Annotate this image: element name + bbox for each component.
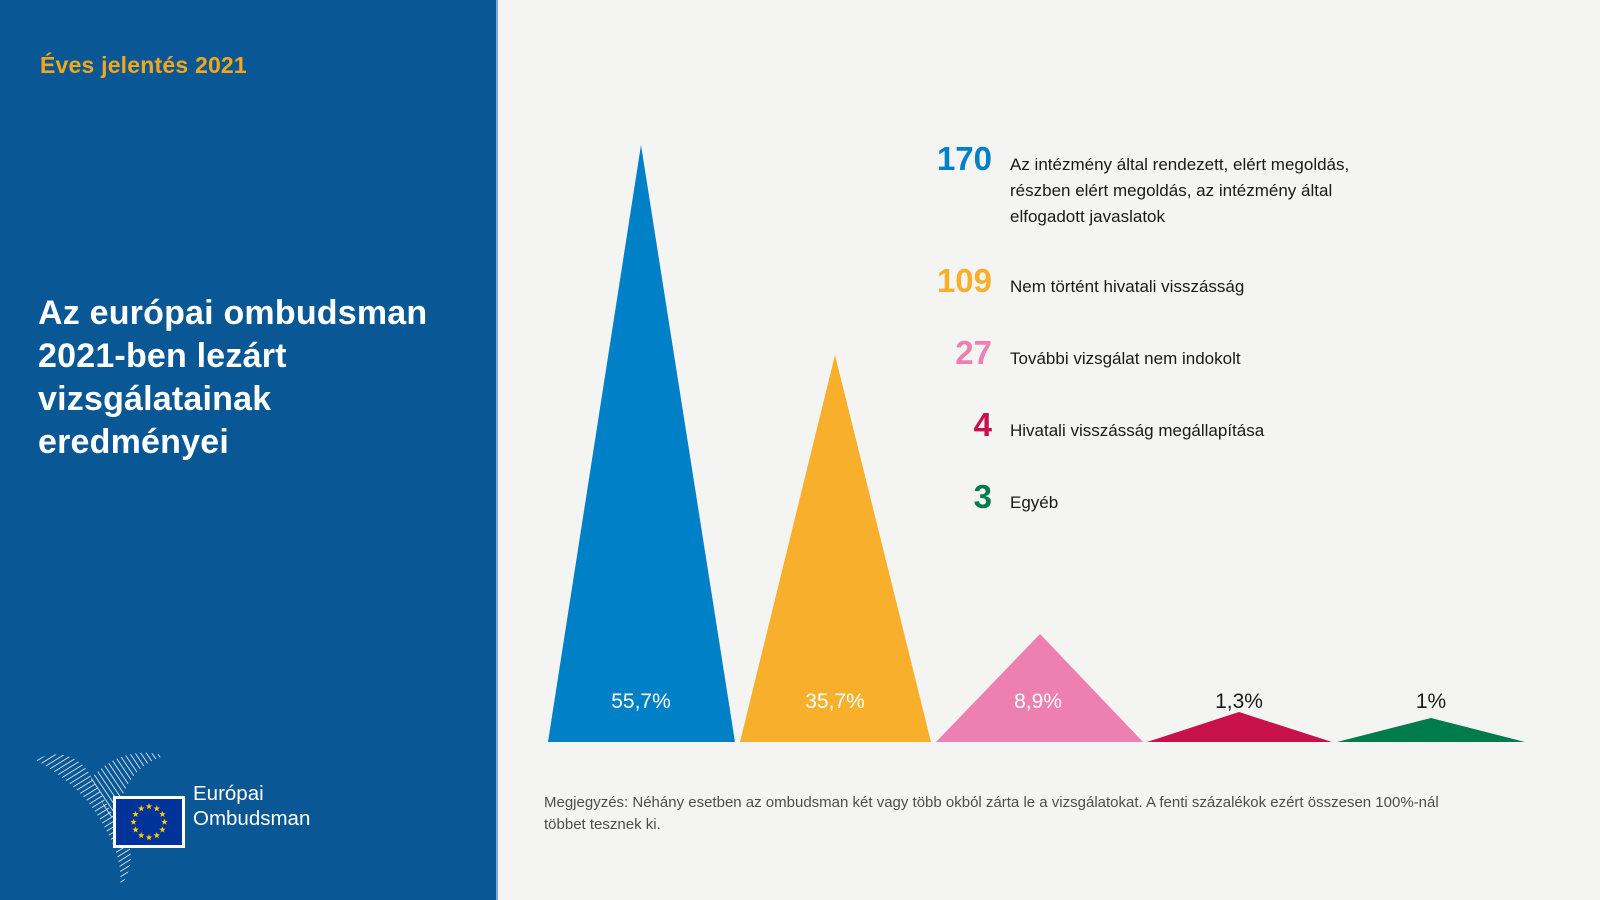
peak-percent-label: 1%	[1416, 690, 1446, 713]
bird-right-wing	[90, 752, 164, 820]
peak-percent-label: 1,3%	[1215, 690, 1263, 713]
legend-label: Hivatali visszásság megállapítása	[1010, 421, 1265, 440]
peak-percent-label: 55,7%	[611, 690, 671, 713]
footnote: Megjegyzés: Néhány esetben az ombudsman …	[544, 794, 1439, 833]
legend-label: Az intézmény által rendezett, elért mego…	[1010, 155, 1350, 226]
legend-label: Egyéb	[1010, 493, 1059, 512]
legend-label: További vizsgálat nem indokolt	[1010, 349, 1241, 368]
page-title: Az európai ombudsman 2021-ben lezárt viz…	[38, 294, 428, 461]
legend-label: Nem történt hivatali visszásság	[1010, 277, 1245, 296]
peak-triangle	[548, 145, 735, 742]
legend-count: 4	[973, 406, 992, 443]
legend-item: 109 Nem történt hivatali visszásság	[880, 264, 1244, 300]
legend-count: 170	[936, 140, 992, 177]
peak-percent-label: 35,7%	[805, 690, 865, 713]
eu-flag-icon	[113, 796, 185, 848]
ombudsman-bird-logo-icon	[36, 752, 185, 886]
peak-triangle	[936, 634, 1143, 742]
peak-triangle	[1147, 712, 1332, 742]
peak-triangle	[1337, 718, 1525, 742]
legend-count: 3	[973, 478, 992, 515]
peak-percent-label: 8,9%	[1014, 690, 1062, 713]
peaks-chart: 55,7% 35,7% 8,9% 1,3% 1%	[548, 145, 1525, 742]
legend-count: 27	[955, 334, 992, 371]
legend-count: 109	[936, 262, 992, 299]
logo-wordmark: Európai Ombudsman	[193, 782, 311, 830]
report-year-label: Éves jelentés 2021	[40, 52, 247, 78]
legend-item: 4 Hivatali visszásság megállapítása	[880, 406, 1265, 444]
bird-left-wing	[36, 754, 131, 886]
chart-panel: 55,7% 35,7% 8,9% 1,3% 1% 170 Az intézmén…	[498, 0, 1600, 900]
legend-item: 3 Egyéb	[880, 478, 1059, 516]
legend-item: 170 Az intézmény által rendezett, elért …	[880, 142, 1349, 230]
peak-triangle	[740, 355, 931, 742]
sidebar: Éves jelentés 2021 Az európai ombudsman …	[0, 0, 498, 900]
legend-item: 27 További vizsgálat nem indokolt	[880, 334, 1241, 372]
legend: 170 Az intézmény által rendezett, elért …	[498, 0, 1600, 700]
